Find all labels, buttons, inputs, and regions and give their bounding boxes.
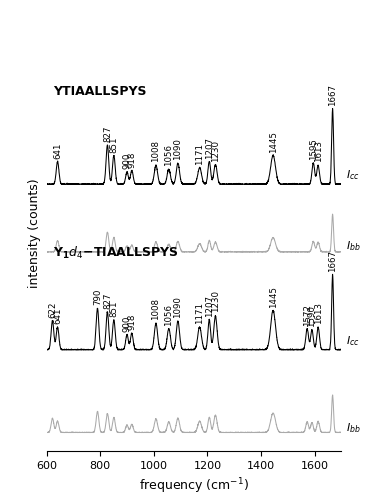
Text: $I_{bb}$: $I_{bb}$ [346,239,361,253]
Text: 1445: 1445 [268,286,277,308]
Text: 1090: 1090 [173,138,182,160]
Text: 1445: 1445 [268,130,277,153]
Text: 1613: 1613 [314,140,322,162]
Text: 641: 641 [53,308,62,324]
Text: 1572: 1572 [303,304,312,326]
Y-axis label: intensity (counts): intensity (counts) [28,178,41,288]
Text: 1056: 1056 [164,304,173,326]
Text: $I_{cc}$: $I_{cc}$ [346,168,360,182]
Text: 851: 851 [109,136,118,153]
Text: 918: 918 [127,151,136,168]
Text: 1008: 1008 [151,140,160,162]
Text: $I_{cc}$: $I_{cc}$ [346,334,360,348]
Text: 1207: 1207 [205,136,214,159]
Text: 1230: 1230 [211,140,220,162]
Text: 1008: 1008 [151,299,160,320]
Text: 851: 851 [109,300,118,316]
Text: 790: 790 [93,289,102,306]
Text: 1595: 1595 [309,138,318,160]
Text: 1590: 1590 [307,306,317,327]
Text: 918: 918 [127,314,136,330]
Text: YTIAALLSPYS: YTIAALLSPYS [53,85,147,98]
Text: 1171: 1171 [195,302,204,324]
X-axis label: frequency (cm$^{-1}$): frequency (cm$^{-1}$) [139,477,249,496]
Text: 1056: 1056 [164,144,173,166]
Text: 900: 900 [123,153,132,169]
Text: 1667: 1667 [328,84,337,106]
Text: 1207: 1207 [205,295,214,316]
Text: 827: 827 [103,125,112,142]
Text: 622: 622 [48,302,57,318]
Text: 641: 641 [53,143,62,159]
Text: 1667: 1667 [328,249,337,271]
Text: 900: 900 [123,315,132,332]
Text: $\bf{Y_1}$$\it{d_4}$$\bf{-TIAALLSPYS}$: $\bf{Y_1}$$\it{d_4}$$\bf{-TIAALLSPYS}$ [53,245,179,261]
Text: 1090: 1090 [173,296,182,318]
Text: 1230: 1230 [211,290,220,312]
Text: 1613: 1613 [314,302,322,324]
Text: $I_{bb}$: $I_{bb}$ [346,421,361,435]
Text: 1171: 1171 [195,143,204,165]
Text: 827: 827 [103,293,112,309]
